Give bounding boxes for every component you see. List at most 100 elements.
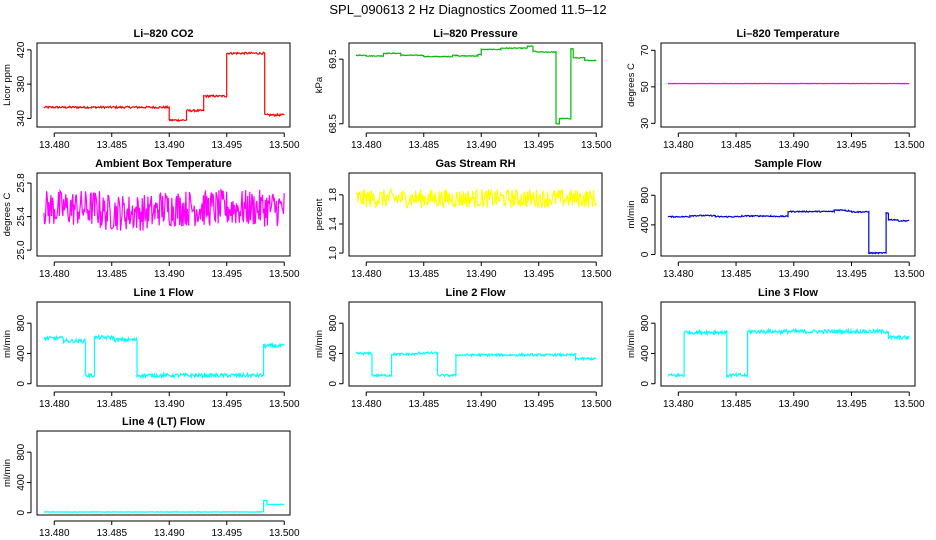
panel-1: Li–820 CO2 13.480 13.485 13.490 13.495 13.500…: [2, 28, 300, 151]
y-axis-label: percent: [314, 198, 325, 230]
x-tick-label: 13.480: [39, 269, 70, 280]
x-tick-label: 13.495: [211, 140, 242, 151]
plot-frame: [348, 42, 603, 128]
x-tick-label: 13.490: [466, 399, 497, 410]
x-tick-label: 13.485: [721, 269, 752, 280]
y-tick-label: 400: [16, 474, 27, 491]
y-tick-label: 420: [16, 41, 27, 58]
panel-title: Li–820 CO2: [134, 28, 194, 40]
y-tick-label: 400: [16, 345, 27, 362]
x-tick-label: 13.490: [154, 269, 185, 280]
plot-frame: [660, 301, 916, 387]
y-tick-label: 340: [16, 110, 27, 127]
plot-frame: [348, 172, 603, 257]
y-axis-label: degrees C: [626, 63, 637, 107]
y-tick-label: 380: [16, 75, 27, 92]
x-tick-label: 13.480: [351, 399, 382, 410]
x-tick-label: 13.500: [581, 399, 612, 410]
y-tick-label: 1.0: [328, 246, 339, 260]
y-tick-label: 0: [640, 381, 651, 387]
y-axis-label: Licor ppm: [2, 64, 13, 106]
x-tick-label: 13.500: [269, 399, 300, 410]
x-tick-label: 13.480: [663, 140, 694, 151]
x-tick-label: 13.495: [836, 140, 867, 151]
panel-title: Line 4 (LT) Flow: [122, 416, 205, 428]
y-axis-label: degrees C: [2, 192, 13, 236]
x-tick-label: 13.485: [721, 399, 752, 410]
y-tick-label: 400: [640, 345, 651, 362]
x-tick-label: 13.500: [269, 528, 300, 539]
plot-frame: [36, 42, 291, 128]
y-tick-label: 0: [640, 251, 651, 257]
x-tick-label: 13.495: [523, 399, 554, 410]
y-tick-label: 800: [640, 314, 651, 331]
series-line-2: [355, 45, 597, 125]
y-tick-label: 68.5: [328, 114, 339, 134]
y-tick-label: 25.8: [16, 173, 27, 193]
series-line-6: [667, 209, 910, 255]
panel-title: Sample Flow: [754, 158, 822, 170]
y-tick-label: 0: [328, 381, 339, 387]
panel-5: Gas Stream RH 13.480 13.485 13.490 13.495 13.…: [314, 158, 612, 280]
y-axis-label: ml/min: [2, 459, 13, 487]
x-tick-label: 13.480: [39, 528, 70, 539]
y-tick-label: 800: [640, 186, 651, 203]
panel-2: Li–820 Pressure 13.480 13.485 13.490 13.495 1…: [314, 28, 612, 151]
plot-frame: [348, 301, 603, 387]
y-tick-label: 25.0: [16, 240, 27, 260]
x-tick-label: 13.490: [778, 269, 809, 280]
x-tick-label: 13.500: [581, 140, 612, 151]
y-axis-label: ml/min: [2, 330, 13, 358]
x-tick-label: 13.500: [894, 399, 925, 410]
y-axis-label: ml/min: [626, 201, 637, 229]
x-tick-label: 13.480: [351, 269, 382, 280]
y-tick-label: 69.5: [328, 49, 339, 69]
y-tick-label: 30: [640, 117, 651, 129]
y-tick-label: 1.4: [328, 217, 339, 231]
x-tick-label: 13.490: [154, 140, 185, 151]
x-tick-label: 13.490: [466, 140, 497, 151]
series-line-1: [43, 51, 285, 122]
y-tick-label: 0: [16, 510, 27, 516]
y-tick-label: 0: [16, 381, 27, 387]
x-tick-label: 13.485: [96, 140, 127, 151]
y-tick-label: 25.4: [16, 206, 27, 226]
series-line-7: [43, 334, 285, 380]
series-line-4: [43, 188, 285, 231]
plot-frame: [36, 172, 291, 257]
y-tick-label: 800: [328, 314, 339, 331]
panel-3: Li–820 Temperature 13.480 13.485 13.490 13.4…: [626, 28, 925, 151]
x-tick-label: 13.490: [466, 269, 497, 280]
y-tick-label: 400: [640, 216, 651, 233]
x-tick-label: 13.490: [154, 399, 185, 410]
x-tick-label: 13.495: [523, 269, 554, 280]
panel-title: Line 2 Flow: [446, 287, 506, 299]
x-tick-label: 13.485: [408, 140, 439, 151]
x-tick-label: 13.500: [269, 269, 300, 280]
panel-title: Li–820 Pressure: [433, 28, 517, 40]
x-tick-label: 13.485: [96, 399, 127, 410]
x-tick-label: 13.480: [39, 140, 70, 151]
x-tick-label: 13.490: [778, 399, 809, 410]
plot-frame: [36, 301, 291, 387]
x-tick-label: 13.485: [96, 269, 127, 280]
plot-frame: [660, 42, 916, 128]
x-tick-label: 13.480: [663, 269, 694, 280]
x-tick-label: 13.490: [154, 528, 185, 539]
y-tick-label: 50: [640, 81, 651, 93]
panel-title: Gas Stream RH: [435, 158, 515, 170]
panel-title: Line 1 Flow: [134, 287, 194, 299]
y-axis-label: ml/min: [626, 330, 637, 358]
x-tick-label: 13.500: [894, 269, 925, 280]
x-tick-label: 13.485: [721, 140, 752, 151]
plot-frame: [660, 172, 916, 257]
panel-4: Ambient Box Temperature 13.480 13.485 13.49…: [2, 158, 300, 280]
x-tick-label: 13.490: [778, 140, 809, 151]
x-tick-label: 13.495: [523, 140, 554, 151]
plot-frame: [36, 430, 291, 516]
panel-7: Line 1 Flow 13.480 13.485 13.490 13.495 13.50…: [2, 287, 300, 410]
y-tick-label: 800: [16, 443, 27, 460]
x-tick-label: 13.485: [408, 269, 439, 280]
panel-8: Line 2 Flow 13.480 13.485 13.490 13.495 13.50…: [314, 287, 612, 410]
